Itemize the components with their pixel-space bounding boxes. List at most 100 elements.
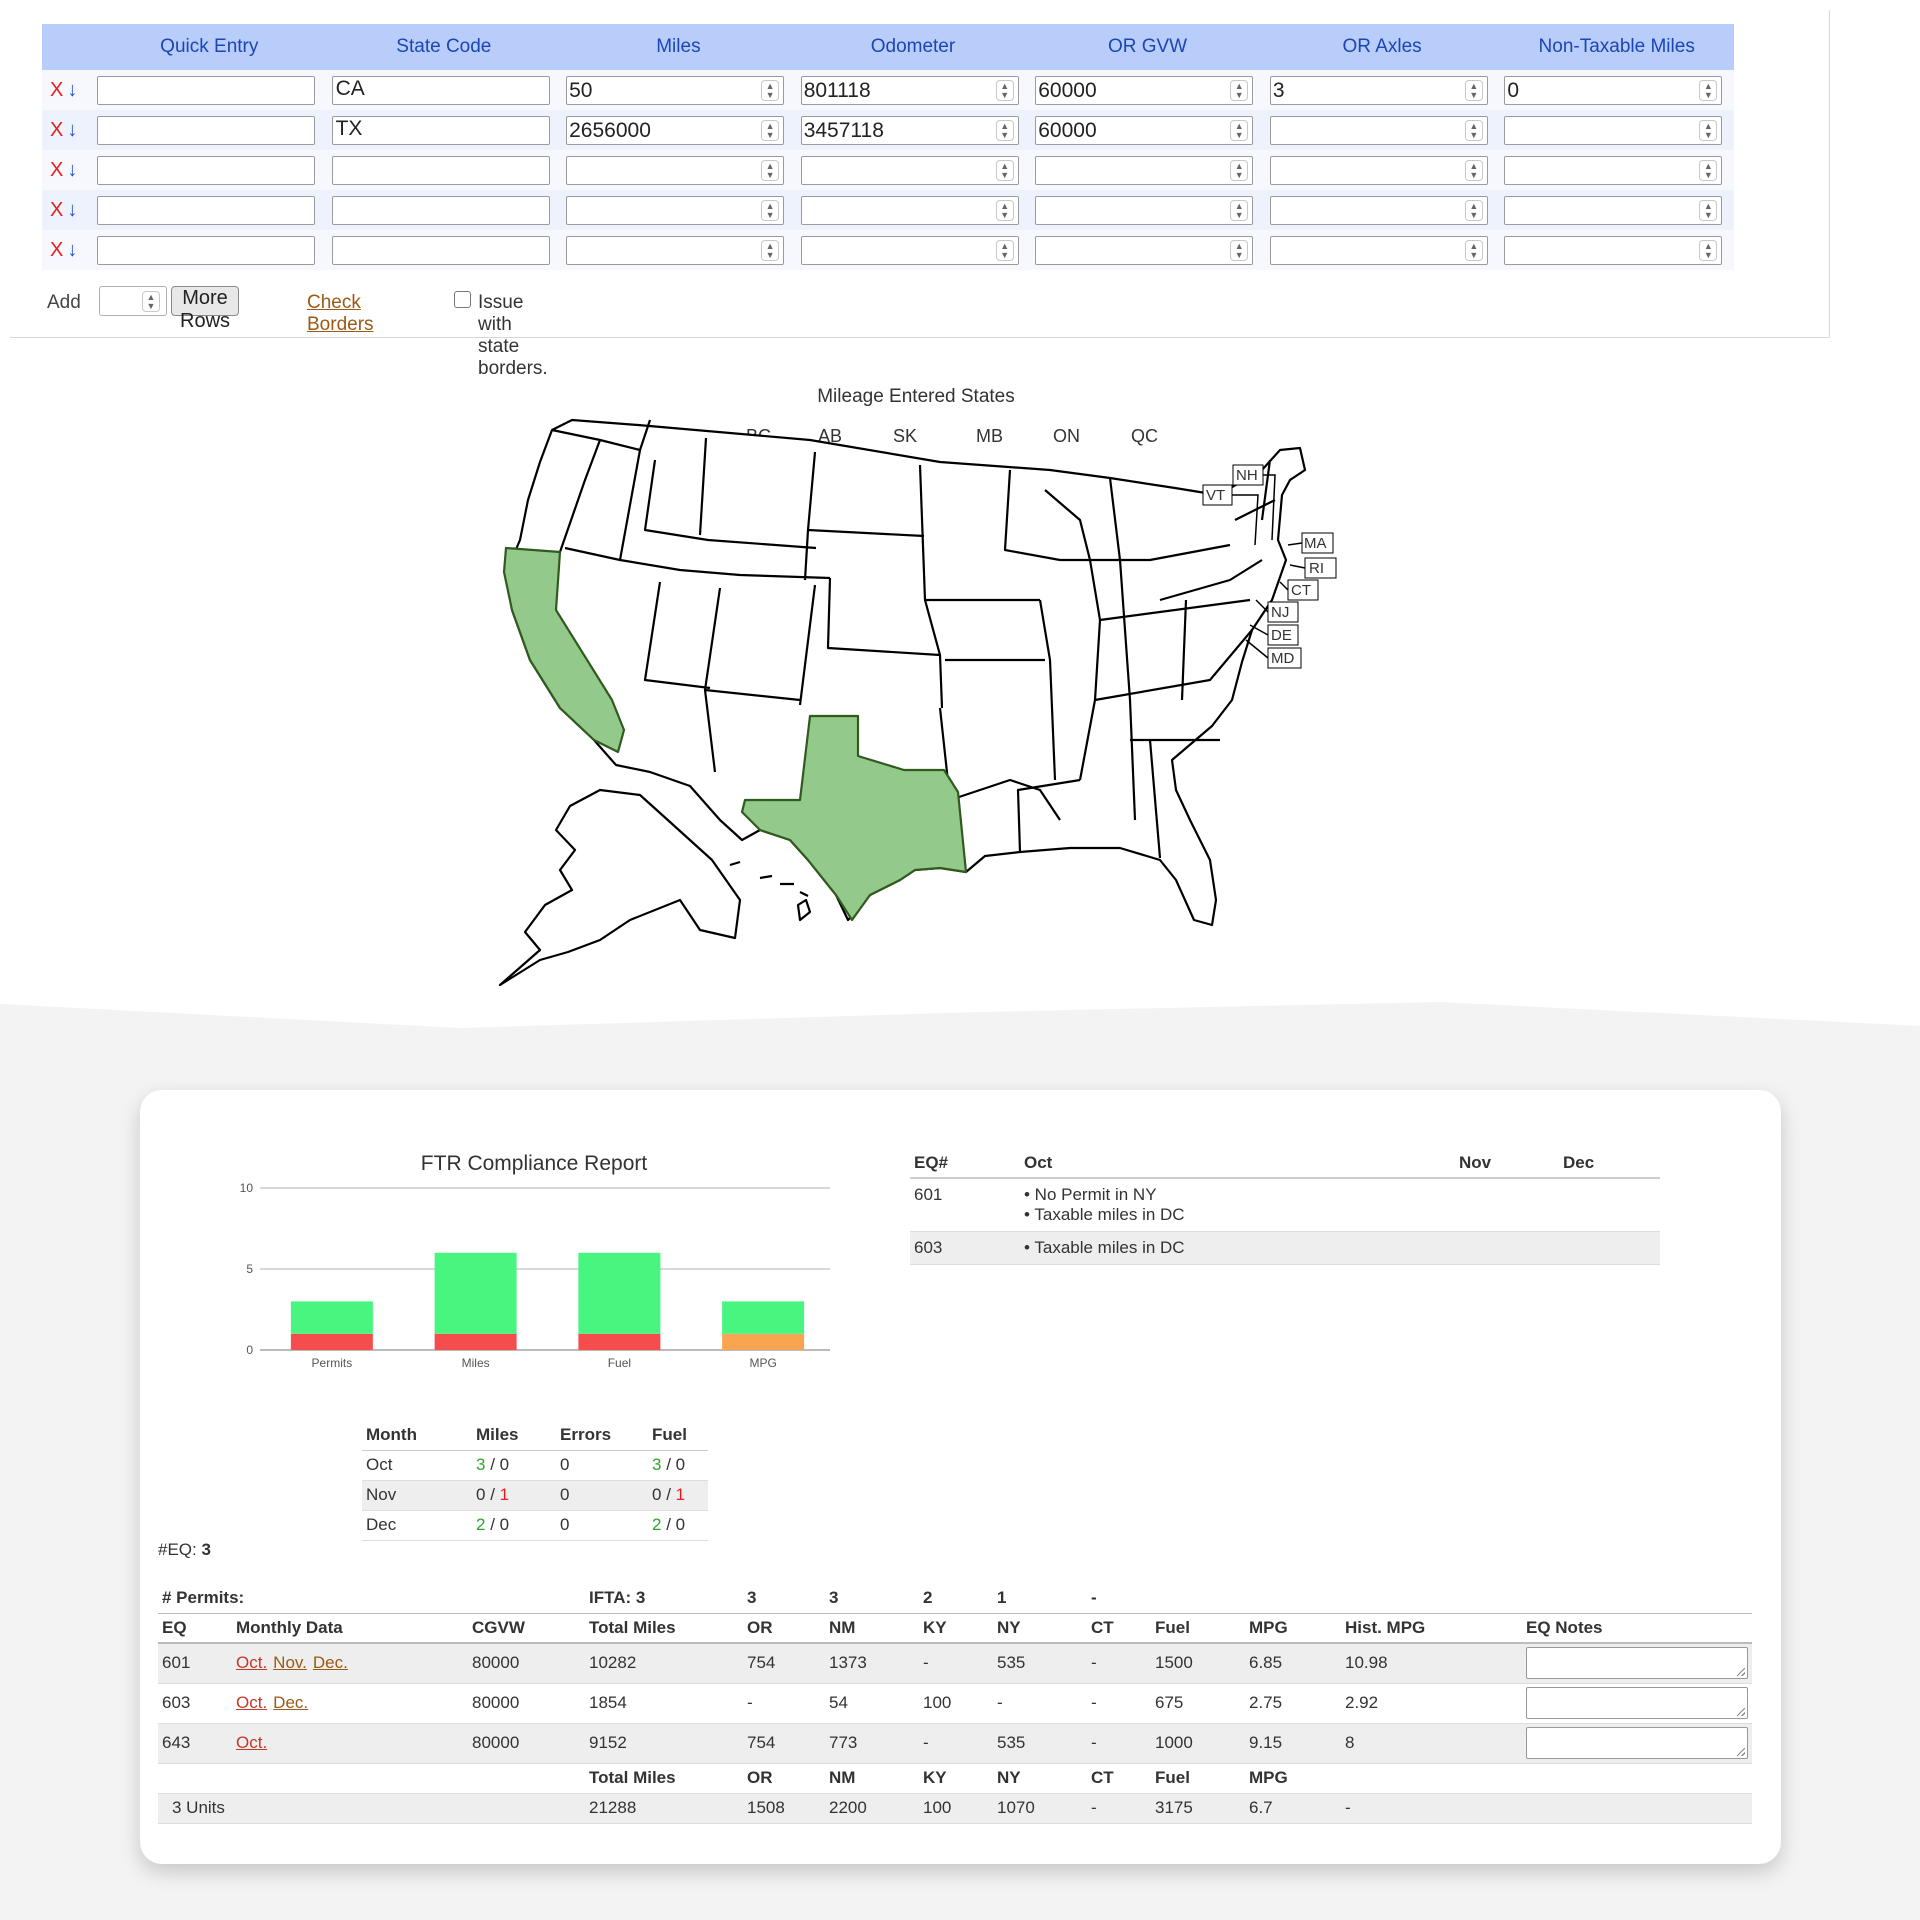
move-down-icon[interactable]: ↓: [67, 158, 78, 181]
remove-row-icon[interactable]: X: [50, 198, 64, 221]
miles-input[interactable]: ▲ ▼: [566, 235, 785, 265]
or-gvw-input[interactable]: 60000 ▲ ▼: [1035, 115, 1254, 145]
state-hi[interactable]: [729, 860, 812, 922]
eq-notes-input[interactable]: [1526, 1687, 1748, 1719]
eq-notes-input[interactable]: [1526, 1727, 1748, 1759]
spinner-icon[interactable]: ▲ ▼: [995, 119, 1014, 141]
or-gvw-input[interactable]: ▲ ▼: [1035, 195, 1254, 225]
bar-miles-segment-1[interactable]: [434, 1252, 517, 1334]
spinner-icon[interactable]: ▲ ▼: [995, 199, 1014, 221]
ne-label-nh[interactable]: NH: [1236, 467, 1258, 484]
quick-entry-input[interactable]: [97, 75, 315, 105]
ne-label-vt[interactable]: VT: [1206, 487, 1225, 504]
non-taxable-miles-input[interactable]: ▲ ▼: [1504, 155, 1723, 185]
canada-label-ab[interactable]: AB: [818, 426, 842, 446]
spinner-icon[interactable]: ▲ ▼: [761, 239, 780, 261]
odometer-input[interactable]: 3457118 ▲ ▼: [800, 115, 1019, 145]
remove-row-icon[interactable]: X: [50, 118, 64, 141]
or-gvw-input[interactable]: ▲ ▼: [1035, 155, 1254, 185]
border-issue-checkbox[interactable]: [454, 291, 471, 308]
miles-input[interactable]: ▲ ▼: [566, 195, 785, 225]
remove-row-icon[interactable]: X: [50, 158, 64, 181]
spinner-icon[interactable]: ▲ ▼: [995, 239, 1014, 261]
or-axles-input[interactable]: ▲ ▼: [1269, 115, 1488, 145]
ne-label-ri[interactable]: RI: [1309, 560, 1324, 577]
spinner-icon[interactable]: ▲ ▼: [761, 79, 780, 101]
spinner-icon[interactable]: ▲ ▼: [1230, 199, 1249, 221]
state-ca[interactable]: [502, 546, 626, 754]
state-code-input[interactable]: [331, 155, 550, 185]
eq-notes-input[interactable]: [1526, 1647, 1748, 1680]
bar-fuel-segment-0[interactable]: [578, 1333, 661, 1350]
canada-label-sk[interactable]: SK: [893, 426, 917, 446]
month-link-nov[interactable]: Nov.: [273, 1653, 307, 1673]
remove-row-icon[interactable]: X: [50, 78, 64, 101]
spinner-icon[interactable]: ▲ ▼: [1230, 159, 1249, 181]
state-code-input[interactable]: CA: [331, 75, 550, 105]
or-axles-input[interactable]: ▲ ▼: [1269, 155, 1488, 185]
odometer-input[interactable]: ▲ ▼: [800, 155, 1019, 185]
miles-input[interactable]: ▲ ▼: [566, 155, 785, 185]
non-taxable-miles-input[interactable]: ▲ ▼: [1504, 235, 1723, 265]
bar-permits-segment-1[interactable]: [290, 1301, 373, 1334]
canada-label-mb[interactable]: MB: [976, 426, 1003, 446]
or-axles-input[interactable]: 3 ▲ ▼: [1269, 75, 1488, 105]
month-link-dec[interactable]: Dec.: [273, 1693, 309, 1712]
spinner-icon[interactable]: ▲ ▼: [761, 199, 780, 221]
month-link-oct[interactable]: Oct.: [236, 1693, 268, 1712]
remove-row-icon[interactable]: X: [50, 238, 64, 261]
state-code-input[interactable]: [331, 235, 550, 265]
move-down-icon[interactable]: ↓: [67, 198, 78, 221]
ne-label-de[interactable]: DE: [1271, 627, 1292, 644]
spinner-icon[interactable]: ▲ ▼: [1699, 239, 1718, 261]
spinner-icon[interactable]: ▲ ▼: [1464, 159, 1483, 181]
month-link-oct[interactable]: Oct.: [236, 1733, 268, 1752]
bar-miles-segment-0[interactable]: [434, 1333, 517, 1350]
quick-entry-input[interactable]: [97, 195, 315, 225]
state-code-input[interactable]: [331, 195, 550, 225]
month-link-oct[interactable]: Oct.: [236, 1653, 268, 1673]
spinner-icon[interactable]: ▲ ▼: [1230, 239, 1249, 261]
or-axles-input[interactable]: ▲ ▼: [1269, 195, 1488, 225]
canada-label-on[interactable]: ON: [1053, 426, 1080, 446]
state-ak[interactable]: [498, 788, 742, 987]
quick-entry-input[interactable]: [97, 235, 315, 265]
spinner-icon[interactable]: ▲ ▼: [1699, 79, 1718, 101]
ne-label-ma[interactable]: MA: [1304, 535, 1327, 552]
canada-label-qc[interactable]: QC: [1131, 426, 1158, 446]
add-count-spin-icon[interactable]: ▲ ▼: [142, 291, 160, 312]
spinner-icon[interactable]: ▲ ▼: [1464, 79, 1483, 101]
quick-entry-input[interactable]: [97, 155, 315, 185]
spinner-icon[interactable]: ▲ ▼: [1230, 119, 1249, 141]
move-down-icon[interactable]: ↓: [67, 118, 78, 141]
spinner-icon[interactable]: ▲ ▼: [1230, 79, 1249, 101]
spinner-icon[interactable]: ▲ ▼: [1464, 119, 1483, 141]
spinner-icon[interactable]: ▲ ▼: [1464, 199, 1483, 221]
or-gvw-input[interactable]: 60000 ▲ ▼: [1035, 75, 1254, 105]
ne-label-ct[interactable]: CT: [1291, 582, 1311, 599]
spinner-icon[interactable]: ▲ ▼: [761, 119, 780, 141]
ne-label-md[interactable]: MD: [1271, 650, 1294, 667]
spinner-icon[interactable]: ▲ ▼: [1464, 239, 1483, 261]
spinner-icon[interactable]: ▲ ▼: [761, 159, 780, 181]
miles-input[interactable]: 50 ▲ ▼: [566, 75, 785, 105]
quick-entry-input[interactable]: [97, 115, 315, 145]
or-axles-input[interactable]: ▲ ▼: [1269, 235, 1488, 265]
miles-input[interactable]: 2656000 ▲ ▼: [566, 115, 785, 145]
month-link-dec[interactable]: Dec.: [312, 1653, 348, 1673]
bar-fuel-segment-1[interactable]: [578, 1252, 661, 1334]
non-taxable-miles-input[interactable]: ▲ ▼: [1504, 195, 1723, 225]
odometer-input[interactable]: 801118 ▲ ▼: [800, 75, 1019, 105]
more-rows-button[interactable]: More Rows: [171, 286, 240, 332]
non-taxable-miles-input[interactable]: 0 ▲ ▼: [1504, 75, 1723, 105]
move-down-icon[interactable]: ↓: [67, 238, 78, 261]
bar-permits-segment-0[interactable]: [290, 1333, 373, 1350]
spinner-icon[interactable]: ▲ ▼: [995, 159, 1014, 181]
check-borders-link[interactable]: Check Borders: [307, 292, 374, 335]
spinner-icon[interactable]: ▲ ▼: [1699, 159, 1718, 181]
odometer-input[interactable]: ▲ ▼: [800, 235, 1019, 265]
ne-label-nj[interactable]: NJ: [1271, 604, 1289, 621]
spinner-icon[interactable]: ▲ ▼: [1699, 119, 1718, 141]
spinner-icon[interactable]: ▲ ▼: [995, 79, 1014, 101]
odometer-input[interactable]: ▲ ▼: [800, 195, 1019, 225]
